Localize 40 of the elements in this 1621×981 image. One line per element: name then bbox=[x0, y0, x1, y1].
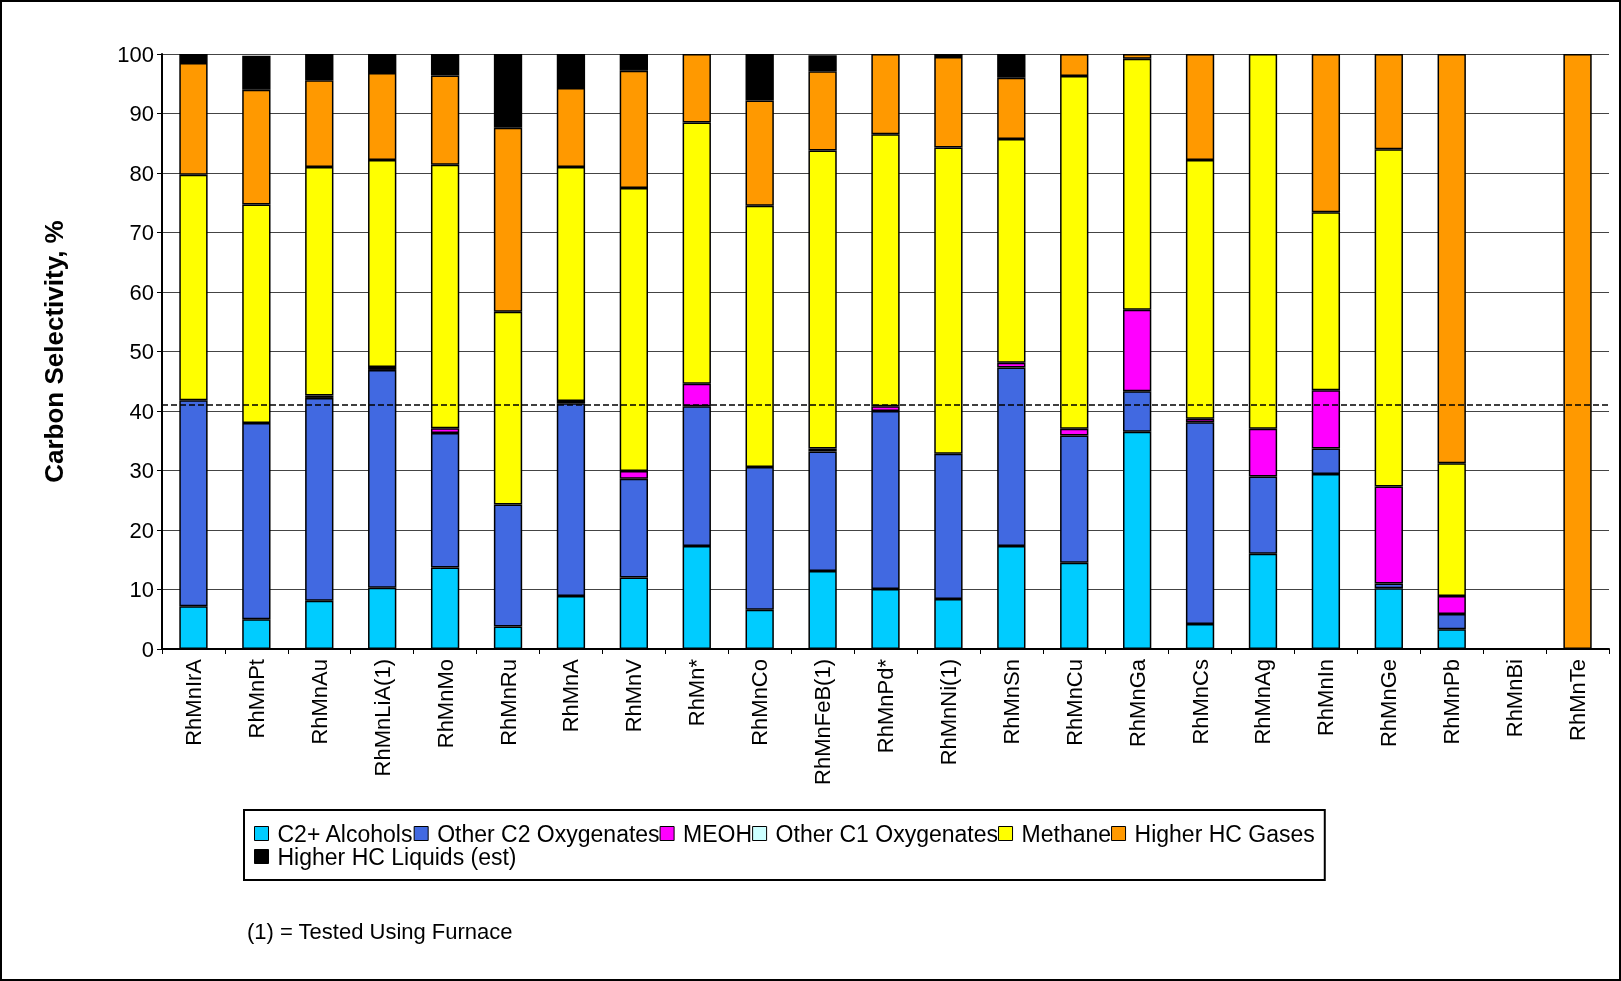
x-tick-label: RhMn* bbox=[684, 658, 710, 727]
x-tick-label: RhMnIn bbox=[1313, 659, 1339, 737]
legend-label: Higher HC Gases bbox=[1134, 820, 1315, 847]
y-tick-label: 90 bbox=[129, 101, 154, 126]
x-tick-label: RhMnAg bbox=[1250, 659, 1276, 745]
x-tick-label: RhMnSn bbox=[998, 659, 1024, 745]
text: (1) = Tested Using Furnace bbox=[247, 918, 513, 944]
x-tick-label: RhMnAu bbox=[306, 659, 332, 745]
y-axis-title: Carbon Selectivity, % bbox=[39, 220, 69, 483]
x-tick-label: RhMnMo bbox=[432, 659, 458, 749]
x-tick-label: RhMnGa bbox=[1124, 658, 1150, 748]
x-tick-label: RhMnBi bbox=[1502, 659, 1528, 738]
x-tick-label: RhMnTe bbox=[1565, 659, 1591, 741]
x-tick-label: RhMnLiA(1) bbox=[369, 659, 395, 777]
y-tick-label: 60 bbox=[129, 279, 154, 305]
x-tick-label: RhMnRu bbox=[495, 659, 521, 746]
x-tick-label: RhMnGe bbox=[1376, 659, 1402, 748]
x-tick-label: RhMnNi(1) bbox=[935, 659, 961, 766]
y-tick-label: 30 bbox=[129, 458, 154, 483]
legend-label: Methane bbox=[1021, 820, 1112, 847]
y-tick-label: 70 bbox=[129, 220, 154, 245]
y-tick-label: 0 bbox=[141, 636, 154, 662]
legend-label: Other C1 Oxygenates bbox=[775, 820, 999, 847]
x-tick-label: RhMnPt bbox=[243, 659, 269, 739]
y-tick-label: 100 bbox=[117, 41, 154, 67]
x-tick-label: RhMnA bbox=[558, 658, 584, 733]
x-tick-label: RhMnFeB(1) bbox=[810, 659, 836, 785]
x-tick-label: RhMnIrA bbox=[180, 658, 206, 746]
y-tick-label: 20 bbox=[129, 517, 154, 543]
y-tick-label: 50 bbox=[129, 339, 154, 364]
x-tick-label: RhMnCo bbox=[747, 659, 773, 746]
y-tick-label: 80 bbox=[129, 160, 154, 186]
y-tick-label: 10 bbox=[129, 577, 154, 602]
x-tick-label: RhMnCu bbox=[1061, 659, 1087, 746]
x-tick-label: RhMnV bbox=[621, 658, 647, 733]
legend-label: MEOH bbox=[683, 820, 753, 847]
x-tick-label: RhMnPd* bbox=[873, 658, 898, 754]
x-tick-label: RhMnPb bbox=[1439, 659, 1465, 745]
x-tick-label: RhMnCs bbox=[1187, 659, 1213, 745]
y-tick-label: 40 bbox=[129, 398, 154, 424]
